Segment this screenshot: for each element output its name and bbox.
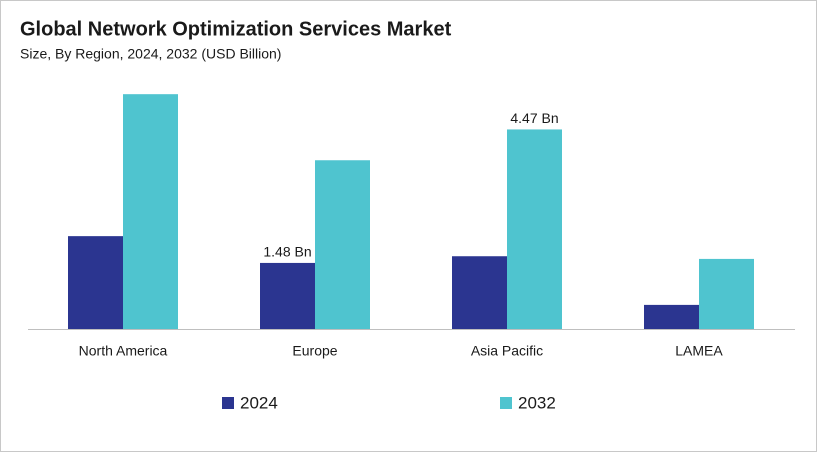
x-tick-label: Europe: [292, 343, 337, 359]
bar: [123, 94, 178, 329]
x-tick-label: Asia Pacific: [471, 343, 543, 359]
bar: [507, 129, 562, 329]
chart-title: Global Network Optimization Services Mar…: [20, 18, 452, 40]
legend-label: 2024: [240, 393, 278, 412]
chart-subtitle: Size, By Region, 2024, 2032 (USD Billion…: [20, 46, 281, 62]
bar: [452, 256, 507, 329]
x-tick-label: North America: [79, 343, 168, 359]
bar: [315, 160, 370, 329]
value-label: 1.48 Bn: [263, 244, 311, 260]
legend-label: 2032: [518, 393, 556, 412]
bar: [260, 262, 315, 329]
bar: [644, 304, 699, 329]
value-label: 4.47 Bn: [510, 110, 558, 126]
bar: [699, 258, 754, 329]
legend-swatch: [500, 397, 512, 409]
legend-swatch: [222, 397, 234, 409]
x-tick-label: LAMEA: [675, 343, 723, 359]
bar: [68, 236, 123, 329]
